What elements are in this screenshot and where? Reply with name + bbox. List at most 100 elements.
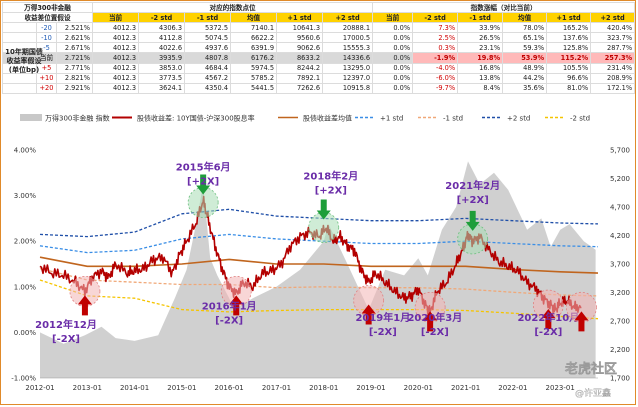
table-row: 当前 2.721% 4012.3 3935.9 4807.8 6176.2 8633.2 14… bbox=[2, 52, 636, 64]
table-cell: 4567.2 bbox=[184, 72, 232, 84]
legend-label: 股债收益差: 10Y国债-沪深300股息率 bbox=[137, 114, 255, 123]
minus1-std-line bbox=[39, 267, 599, 297]
corner-subtitle: 收益差位置假设 bbox=[1, 12, 94, 24]
legend-label: 股债收益差均值 bbox=[303, 114, 352, 123]
table-cell: 0.0% bbox=[372, 82, 414, 94]
yield-cell: 2.671% bbox=[55, 42, 94, 54]
group-change: 指数涨幅（对比当前） bbox=[372, 1, 636, 14]
y-left-tick-label: 3.00% bbox=[14, 192, 37, 200]
table-row: +5 2.771% 4012.3 3853.0 4684.4 5974.5 8244.2 13… bbox=[2, 62, 636, 74]
legend-label: 万得300非金融 指数 bbox=[45, 114, 110, 123]
table-cell: 0.0% bbox=[372, 22, 414, 34]
down-arrow-icon bbox=[465, 210, 480, 231]
table-cell: 35.6% bbox=[502, 82, 548, 94]
table-cell: 137.6% bbox=[546, 32, 592, 44]
table-cell: 7262.6 bbox=[276, 82, 324, 94]
minus2-std-line bbox=[39, 279, 599, 320]
watermark-author: @许亚鑫 bbox=[575, 387, 611, 399]
table-cell: 15555.3 bbox=[322, 42, 374, 54]
table-cell: 9062.6 bbox=[276, 42, 324, 54]
table-cell: 81.0% bbox=[546, 82, 592, 94]
table-cell: 257.3% bbox=[590, 52, 636, 64]
up-arrow-icon bbox=[229, 295, 244, 316]
down-arrow-icon-halo bbox=[308, 212, 340, 243]
down-arrow-icon bbox=[316, 199, 331, 220]
table-cell: 5785.2 bbox=[230, 72, 278, 84]
annotation-label: [-2X] bbox=[52, 334, 80, 345]
row-spacer bbox=[2, 82, 37, 94]
up-arrow-icon bbox=[77, 295, 92, 316]
bp-cell: -10 bbox=[36, 32, 57, 44]
table-cell: 2.5% bbox=[412, 32, 459, 44]
yield-spread-chart: 万得300非金融 指数 股债收益差: 10Y国债-沪深300股息率 股债收益差均值 +… bbox=[11, 114, 630, 400]
table-cell: 16.8% bbox=[457, 62, 504, 74]
bp-cell: +20 bbox=[36, 82, 57, 94]
x-tick-label: 2012-01 bbox=[25, 384, 54, 392]
x-tick-label: 2017-01 bbox=[262, 384, 291, 392]
yield-cell: 2.771% bbox=[55, 62, 94, 74]
table-cell: 0.0% bbox=[372, 32, 414, 44]
table-cell: 165.2% bbox=[546, 22, 592, 34]
table-cell: -6.0% bbox=[412, 72, 459, 84]
x-tick-label: 2016-01 bbox=[215, 384, 244, 392]
up-arrow-icon bbox=[541, 309, 556, 330]
table-cell: 19.8% bbox=[457, 52, 504, 64]
x-tick-label: 2014-01 bbox=[120, 384, 149, 392]
annotation-label: 2012年12月 bbox=[35, 318, 97, 331]
legend-swatch bbox=[20, 114, 42, 121]
col-header: +2 std bbox=[590, 12, 636, 24]
table-cell: 5974.5 bbox=[230, 62, 278, 74]
col-header: +1 std bbox=[546, 12, 592, 24]
col-header: 当前 bbox=[372, 12, 414, 24]
y-right-tick-label: 3,200 bbox=[610, 289, 630, 297]
table-row: -20 2.521% 4012.3 4306.3 5372.5 7140.1 10641.3… bbox=[2, 22, 636, 34]
annotation-label: [-2X] bbox=[421, 327, 449, 338]
annotation-label: [-2X] bbox=[534, 327, 562, 338]
table-cell: 48.9% bbox=[502, 62, 548, 74]
table-row: -10 2.621% 4012.3 4112.8 5074.5 6622.2 9560.6 1… bbox=[2, 32, 636, 44]
y-right-tick-label: 2,200 bbox=[610, 346, 630, 354]
table-cell: 78.0% bbox=[502, 22, 548, 34]
table-cell: 287.7% bbox=[590, 42, 636, 54]
table-cell: 3853.0 bbox=[138, 62, 186, 74]
annotation-label: [+2X] bbox=[187, 177, 219, 188]
table-cell: 26.5% bbox=[457, 32, 504, 44]
col-header: 当前 bbox=[92, 12, 140, 24]
table-cell: 6622.2 bbox=[230, 32, 278, 44]
table-cell: 3935.9 bbox=[138, 52, 186, 64]
table-cell: 8633.2 bbox=[276, 52, 324, 64]
table-cell: 4012.3 bbox=[92, 62, 140, 74]
up-arrow-icon-halo bbox=[69, 275, 101, 307]
y-left-tick-label: 2.00% bbox=[14, 238, 37, 246]
y-right-tick-label: 5,200 bbox=[610, 175, 630, 183]
table-cell: 4112.8 bbox=[138, 32, 186, 44]
up-arrow-icon bbox=[361, 304, 376, 325]
yield-cell: 2.521% bbox=[55, 22, 94, 34]
table-row: -5 2.671% 4012.3 4022.6 4937.6 6391.9 9062.6 15… bbox=[2, 42, 636, 54]
annotation-label: [-2X] bbox=[369, 327, 397, 338]
valuation-table: 万得300非金融 对应的指数点位 指数涨幅（对比当前） 收益差位置假设 当前 -2… bbox=[1, 1, 636, 94]
table-cell: 3624.1 bbox=[138, 82, 186, 94]
table-cell: 4012.3 bbox=[92, 72, 140, 84]
x-tick-label: 2018-01 bbox=[309, 384, 338, 392]
y-right-tick-label: 4,200 bbox=[610, 232, 630, 240]
up-arrow-icon-halo bbox=[220, 275, 252, 307]
table-cell: 0.3% bbox=[412, 42, 459, 54]
table-cell: -1.9% bbox=[412, 52, 459, 64]
legend-label: +2 std bbox=[507, 115, 530, 123]
table-cell: 8244.2 bbox=[276, 62, 324, 74]
annotation-label: 2019年1月 bbox=[355, 311, 410, 324]
table-cell: 5441.5 bbox=[230, 82, 278, 94]
side-label: 10年期国债收益率假设(单位bp) bbox=[5, 48, 43, 74]
table-cell: 4684.4 bbox=[184, 62, 232, 74]
col-header: +1 std bbox=[276, 12, 324, 24]
annotation-label: 2020年3月 bbox=[407, 311, 462, 324]
table-cell: 4350.4 bbox=[184, 82, 232, 94]
row-spacer bbox=[2, 32, 37, 44]
annotation-label: [-2X] bbox=[215, 316, 243, 327]
table-cell: 44.2% bbox=[502, 72, 548, 84]
down-arrow-icon bbox=[196, 174, 211, 195]
group-points: 对应的指数点位 bbox=[92, 1, 374, 14]
table-cell: 3773.5 bbox=[138, 72, 186, 84]
